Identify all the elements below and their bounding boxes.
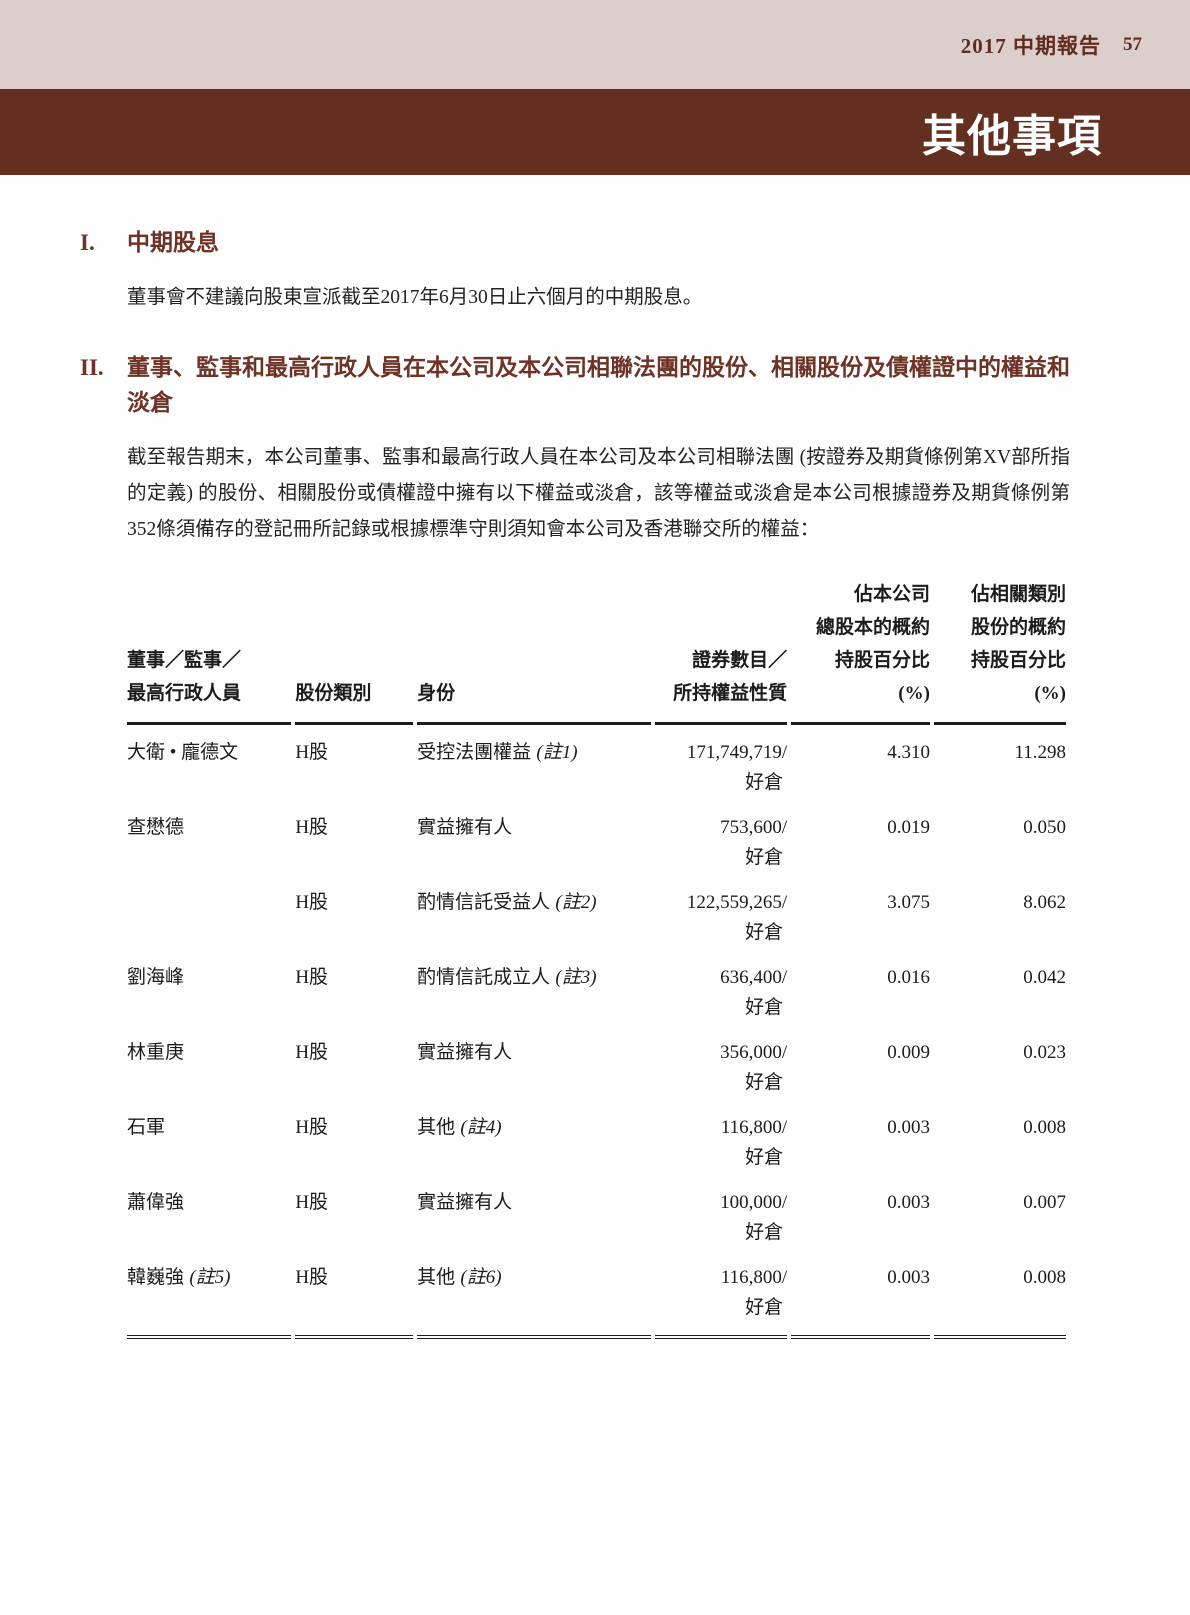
director-name-cell: 林重庚 [127,1042,185,1063]
page-content: I. 中期股息 董事會不建議向股東宣派截至2017年6月30日止六個月的中期股息… [0,175,1190,1339]
table-row: H股 酌情信託受益人 (註2) 122,559,265/ 好倉 3.075 8.0… [127,875,1066,950]
pct-total-cell: 0.003 [887,1117,930,1138]
header-share-class: 股份類別 [295,578,414,725]
section-title: 董事、監事和最高行政人員在本公司及本公司相聯法團的股份、相關股份及債權證中的權益… [127,355,1070,415]
director-name-cell: 大衛 • 龐德文 [127,742,239,763]
pct-class-cell: 11.298 [1014,742,1066,763]
pct-class-cell: 8.062 [1023,892,1066,913]
pct-class-cell: 0.023 [1023,1042,1066,1063]
section-body-text: 董事會不建議向股東宣派截至2017年6月30日止六個月的中期股息。 [127,287,703,308]
header-securities: 證券數目／ 所持權益性質 [654,578,788,725]
table-row: 劉海峰 H股 酌情信託成立人 (註3) 636,400/ 好倉 0.016 0.0… [127,950,1066,1025]
section-body-text: 截至報告期末，本公司董事、監事和最高行政人員在本公司及本公司相聯法團 (按證券及… [127,447,1070,540]
securities-cell: 116,800/ 好倉 [720,1117,788,1168]
securities-cell: 100,000/ 好倉 [720,1192,788,1243]
holdings-table-container: 董事／監事／ 最高行政人員 股份類別 身份 證券數目／ 所持權益性質 [123,578,1070,1339]
securities-cell: 116,800/ 好倉 [654,1250,788,1339]
securities-cell: 356,000/ 好倉 [720,1042,788,1093]
pct-total-cell: 0.003 [791,1250,930,1339]
capacity-cell: 實益擁有人 [417,1192,513,1213]
table-row: 蕭偉強 H股 實益擁有人 100,000/ 好倉 0.003 0.007 [127,1175,1066,1250]
pct-total-cell: 0.019 [887,817,930,838]
pct-total-cell: 3.075 [887,892,930,913]
pct-class-cell: 0.050 [1023,817,1066,838]
holdings-table: 董事／監事／ 最高行政人員 股份類別 身份 證券數目／ 所持權益性質 [123,578,1070,1339]
table-row: 韓巍強 (註5) H股 其他 (註6) 116,800/ 好倉 0.003 0.00… [127,1250,1066,1339]
pct-class-cell: 0.008 [1023,1117,1066,1138]
securities-cell: 636,400/ 好倉 [720,967,788,1018]
share-class-cell: H股 [295,1250,414,1339]
director-name-cell: 韓巍強 (註5) [127,1250,292,1339]
report-title: 2017 中期報告 [960,33,1101,58]
capacity-cell: 受控法團權益 (註1) [417,742,578,763]
pct-class-cell: 0.007 [1023,1192,1066,1213]
share-class-cell: H股 [295,1042,329,1063]
header-capacity: 身份 [417,578,651,725]
share-class-cell: H股 [295,817,329,838]
pct-class-cell: 0.008 [933,1250,1066,1339]
chapter-banner: 其他事項 [0,89,1190,175]
page-header: 2017 中期報告 57 [0,0,1190,89]
pct-total-cell: 0.016 [887,967,930,988]
table-row: 查懋德 H股 實益擁有人 753,600/ 好倉 0.019 0.050 [127,800,1066,875]
section-interim-dividend: I. 中期股息 董事會不建議向股東宣派截至2017年6月30日止六個月的中期股息… [80,225,1070,316]
table-row: 林重庚 H股 實益擁有人 356,000/ 好倉 0.009 0.023 [127,1025,1066,1100]
director-name-cell: 查懋德 [127,817,185,838]
section-title: 中期股息 [127,230,219,255]
director-name-cell: 劉海峰 [127,967,185,988]
director-name-cell [127,875,291,950]
director-name-cell: 石軍 [127,1117,166,1138]
capacity-cell: 其他 (註6) [417,1250,651,1339]
pct-total-cell: 4.310 [887,742,930,763]
header-director: 董事／監事／ 最高行政人員 [127,578,292,725]
share-class-cell: H股 [295,1117,329,1138]
capacity-cell: 酌情信託受益人 (註2) [417,892,597,913]
section-number: I. [80,230,95,255]
page-number: 57 [1123,33,1142,55]
pct-class-cell: 0.042 [1023,967,1066,988]
capacity-cell: 酌情信託成立人 (註3) [417,967,597,988]
securities-cell: 753,600/ 好倉 [720,817,788,868]
capacity-cell: 實益擁有人 [417,817,513,838]
capacity-cell: 其他 (註4) [417,1117,502,1138]
share-class-cell: H股 [295,892,329,913]
section-directors-interests: II. 董事、監事和最高行政人員在本公司及本公司相聯法團的股份、相關股份及債權證… [80,350,1070,548]
share-class-cell: H股 [295,967,329,988]
section-number: II. [80,355,104,380]
table-row: 石軍 H股 其他 (註4) 116,800/ 好倉 0.003 0.008 [127,1100,1066,1175]
header-pct-class: 佔相關類別 股份的概約 持股百分比 (%) [933,578,1066,725]
director-name-cell: 蕭偉強 [127,1192,185,1213]
share-class-cell: H股 [295,742,329,763]
securities-cell: 122,559,265/ 好倉 [686,892,788,943]
table-header-row: 董事／監事／ 最高行政人員 股份類別 身份 證券數目／ 所持權益性質 [127,578,1066,725]
capacity-cell: 實益擁有人 [417,1042,513,1063]
pct-total-cell: 0.003 [887,1192,930,1213]
pct-total-cell: 0.009 [887,1042,930,1063]
header-pct-total: 佔本公司 總股本的概約 持股百分比 (%) [791,578,930,725]
chapter-title: 其他事項 [922,112,1102,161]
securities-cell: 171,749,719/ 好倉 [686,742,788,793]
share-class-cell: H股 [295,1192,329,1213]
table-row: 大衛 • 龐德文 H股 受控法團權益 (註1) 171,749,719/ 好倉 4… [127,725,1066,800]
